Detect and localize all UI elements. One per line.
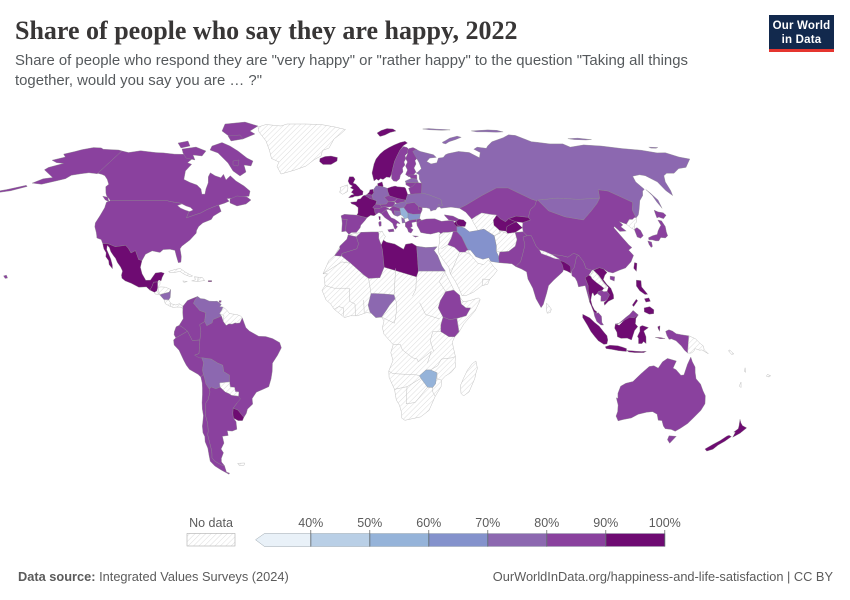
svg-text:90%: 90% xyxy=(593,516,618,530)
svg-text:No data: No data xyxy=(189,516,233,530)
svg-text:40%: 40% xyxy=(298,516,323,530)
svg-text:100%: 100% xyxy=(649,516,681,530)
svg-text:60%: 60% xyxy=(416,516,441,530)
svg-text:50%: 50% xyxy=(357,516,382,530)
svg-text:80%: 80% xyxy=(534,516,559,530)
svg-text:70%: 70% xyxy=(475,516,500,530)
